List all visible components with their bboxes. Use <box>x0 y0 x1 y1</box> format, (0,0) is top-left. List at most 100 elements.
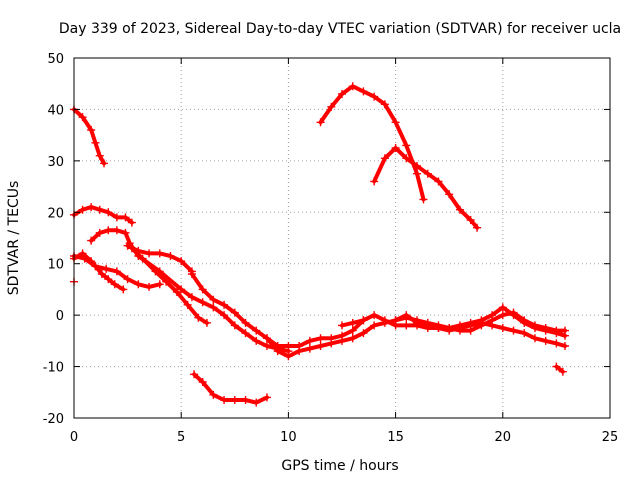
data-point <box>87 203 96 212</box>
data-point <box>198 378 207 386</box>
data-point <box>183 300 192 309</box>
data-point <box>509 326 518 335</box>
data-point <box>541 336 550 345</box>
data-point <box>166 252 175 260</box>
data-point <box>198 298 207 307</box>
y-tick-label: 40 <box>47 103 64 118</box>
chart-title: Day 339 of 2023, Sidereal Day-to-day VTE… <box>59 21 621 37</box>
data-point <box>455 205 464 214</box>
data-point <box>262 334 271 343</box>
x-tick-label: 5 <box>177 430 185 445</box>
data-point <box>172 288 181 296</box>
data-point <box>134 280 143 289</box>
data-point <box>560 342 569 350</box>
data-point <box>348 82 357 91</box>
data-point <box>127 218 136 227</box>
data-point <box>380 154 389 163</box>
data-point <box>348 334 357 343</box>
data-point <box>391 316 400 325</box>
data-point <box>305 344 314 353</box>
data-point <box>95 205 104 214</box>
data-point <box>359 87 368 96</box>
x-tick-label: 15 <box>387 430 404 445</box>
data-point <box>284 342 293 350</box>
data-point <box>370 177 379 186</box>
data-point <box>305 336 314 345</box>
data-point <box>423 169 432 178</box>
data-point <box>209 295 218 304</box>
series-track-16 <box>552 362 567 376</box>
series-track-14 <box>316 82 428 204</box>
data-point <box>241 318 250 327</box>
data-point <box>162 277 171 286</box>
data-point <box>220 300 229 309</box>
data-point <box>466 321 475 330</box>
series-track-5 <box>70 252 164 291</box>
data-point <box>230 396 239 404</box>
data-point <box>380 318 389 327</box>
data-point <box>80 254 89 263</box>
data-point <box>359 316 368 325</box>
data-point <box>104 226 113 235</box>
data-point <box>419 195 428 204</box>
data-point <box>87 126 96 134</box>
data-point <box>209 390 218 399</box>
data-point <box>338 321 346 330</box>
y-tick-label: 10 <box>47 258 64 273</box>
data-point <box>477 318 486 327</box>
data-point <box>241 329 250 338</box>
data-point <box>380 100 389 109</box>
y-tick-label: 30 <box>47 155 64 170</box>
data-point <box>230 321 239 330</box>
data-point <box>262 393 271 402</box>
data-point <box>220 311 229 320</box>
data-point <box>466 216 475 224</box>
data-point <box>348 326 357 335</box>
data-point <box>190 370 199 379</box>
data-point <box>423 321 432 330</box>
data-point <box>316 334 325 343</box>
series-track-9 <box>187 270 569 350</box>
tick-layer: 0 5 10 15 20 25 -20 -10 0 10 20 30 40 50 <box>43 52 619 445</box>
data-point <box>121 228 130 237</box>
data-point <box>97 270 106 278</box>
data-point <box>145 282 154 291</box>
data-point <box>560 326 569 335</box>
data-point <box>187 293 196 302</box>
data-point <box>187 270 196 278</box>
data-point <box>112 213 121 222</box>
data-point <box>370 92 379 101</box>
data-point <box>541 324 550 332</box>
series-line <box>554 364 565 374</box>
data-point <box>177 257 186 266</box>
data-point <box>327 102 336 111</box>
y-tick-label: 20 <box>47 206 64 221</box>
data-point <box>145 249 154 258</box>
data-point <box>402 321 411 330</box>
data-point <box>177 285 186 294</box>
data-point <box>78 205 87 214</box>
series-track-15 <box>370 144 482 232</box>
data-point <box>252 326 261 335</box>
data-point <box>520 329 529 338</box>
data-point <box>402 141 411 150</box>
data-point <box>273 347 282 356</box>
data-point <box>91 138 100 147</box>
data-point <box>509 308 518 317</box>
data-point <box>316 342 325 350</box>
series-track-2 <box>70 203 136 227</box>
data-point <box>413 318 422 327</box>
data-point <box>498 324 507 332</box>
data-point <box>87 236 96 245</box>
data-point <box>552 339 561 348</box>
data-point <box>413 169 422 178</box>
grid-layer <box>74 58 610 418</box>
data-point <box>198 285 207 294</box>
data-point <box>112 267 121 276</box>
data-point <box>498 311 507 320</box>
data-point <box>530 334 539 343</box>
data-point <box>202 318 211 327</box>
data-point <box>498 303 507 312</box>
data-point <box>338 90 346 98</box>
data-point <box>434 177 443 186</box>
